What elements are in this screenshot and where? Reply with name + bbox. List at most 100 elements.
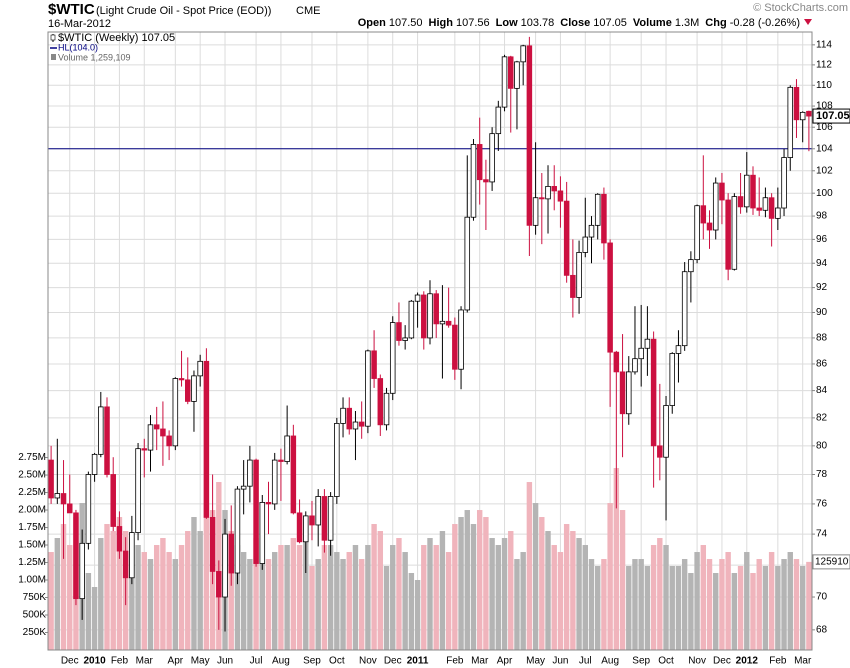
- x-tick-label: Feb: [446, 656, 464, 667]
- volume-bar: [675, 566, 682, 650]
- candle-body: [532, 197, 539, 226]
- x-tick-label: Dec: [713, 656, 731, 667]
- candle-body: [539, 197, 545, 200]
- candle-body: [464, 216, 471, 311]
- axes: 6870727476788082848688909294969810010210…: [18, 32, 850, 667]
- x-tick-label: Sep: [632, 656, 650, 667]
- candle-body: [626, 371, 632, 415]
- volume-bar: [775, 566, 781, 650]
- candle-body: [178, 378, 185, 381]
- legend-label: $WTIC (Weekly) 107.05: [58, 32, 175, 44]
- x-tick-label: May: [526, 656, 545, 667]
- volume-bar: [545, 531, 551, 650]
- volume-bar: [539, 517, 545, 650]
- candle-body: [135, 448, 141, 533]
- volume-bar: [750, 573, 756, 650]
- volume-bar: [433, 545, 439, 650]
- candle-body: [563, 200, 570, 276]
- candle-body: [545, 186, 551, 200]
- candle-body: [489, 133, 495, 183]
- candle-body: [203, 360, 210, 518]
- volume-bar: [626, 566, 632, 650]
- x-tick-label: Mar: [794, 656, 812, 667]
- last-volume-label: 1259109: [815, 557, 850, 568]
- volume-bar: [402, 552, 408, 650]
- volume-bar: [613, 468, 620, 650]
- candle-body: [669, 353, 675, 406]
- candle-body: [216, 571, 222, 598]
- candle-body: [228, 533, 234, 574]
- volume-bar: [514, 559, 520, 650]
- y2-tick-label: 250K: [23, 627, 47, 638]
- y-tick-label: 96: [816, 234, 828, 245]
- candle-body: [775, 207, 781, 219]
- candle-body: [619, 371, 626, 415]
- volume-bar: [85, 573, 92, 650]
- y-tick-label: 88: [816, 333, 828, 344]
- candle-body: [222, 533, 228, 598]
- volume-bar: [240, 552, 247, 650]
- volume-bar: [414, 580, 421, 650]
- volume-bar: [694, 552, 700, 650]
- candle-body: [694, 205, 700, 261]
- candle-body: [265, 502, 272, 505]
- x-tick-label: Mar: [471, 656, 489, 667]
- volume-bar: [296, 545, 303, 650]
- candle-body: [638, 347, 644, 360]
- candle-body: [60, 493, 67, 505]
- volume-bar: [557, 552, 564, 650]
- candle-body: [588, 224, 595, 238]
- quote-label: Close: [560, 17, 590, 29]
- candle-body: [141, 448, 148, 451]
- symbol: $WTIC: [48, 1, 95, 18]
- volume-bar: [700, 545, 707, 650]
- x-tick-label: May: [191, 656, 210, 667]
- volume-bar: [713, 573, 719, 650]
- y-tick-label: 92: [816, 282, 828, 293]
- volume-bar: [104, 524, 110, 650]
- volume-bar: [483, 517, 489, 650]
- volume-bar: [141, 552, 147, 650]
- candle-body: [744, 174, 750, 208]
- volume-bar: [166, 552, 172, 650]
- volume-bar: [650, 545, 657, 650]
- volume-bar: [588, 559, 595, 650]
- candle-body: [427, 293, 433, 339]
- volume-bar: [197, 531, 203, 650]
- candle-body: [104, 406, 110, 475]
- volume-bar: [352, 545, 359, 650]
- candles: [48, 36, 812, 632]
- candle-body: [607, 242, 613, 353]
- volume-bar: [383, 566, 390, 650]
- candle-body: [756, 207, 762, 211]
- volume-bar: [476, 510, 483, 650]
- candle-body: [576, 252, 582, 298]
- candle-body: [495, 106, 502, 135]
- quote-value: 107.05: [593, 17, 627, 29]
- y-tick-label: 100: [816, 188, 833, 199]
- y-tick-label: 98: [816, 211, 828, 222]
- x-tick-label: Dec: [61, 656, 79, 667]
- y2-tick-label: 750K: [23, 592, 47, 603]
- volume-bar: [520, 552, 526, 650]
- candle-body: [762, 197, 769, 211]
- volume-bar: [191, 517, 197, 650]
- candle-body: [768, 197, 775, 219]
- volume-bar: [135, 545, 141, 650]
- x-tick-label: Apr: [497, 656, 513, 667]
- x-tick-label: Nov: [688, 656, 706, 667]
- volume-bar: [54, 538, 61, 650]
- volume-bar: [681, 559, 688, 650]
- date: 16-Mar-2012: [48, 18, 111, 30]
- y-tick-label: 108: [816, 101, 833, 112]
- candle-body: [352, 421, 359, 430]
- volume-bar: [737, 566, 744, 650]
- volume-bar: [793, 559, 800, 650]
- volume-bar: [725, 552, 731, 650]
- x-tick-label: Feb: [111, 656, 129, 667]
- y-tick-label: 84: [816, 385, 828, 396]
- last-volume-box: [812, 554, 850, 570]
- candle-body: [439, 320, 446, 325]
- volume-bar: [762, 566, 769, 650]
- candle-body: [54, 493, 61, 499]
